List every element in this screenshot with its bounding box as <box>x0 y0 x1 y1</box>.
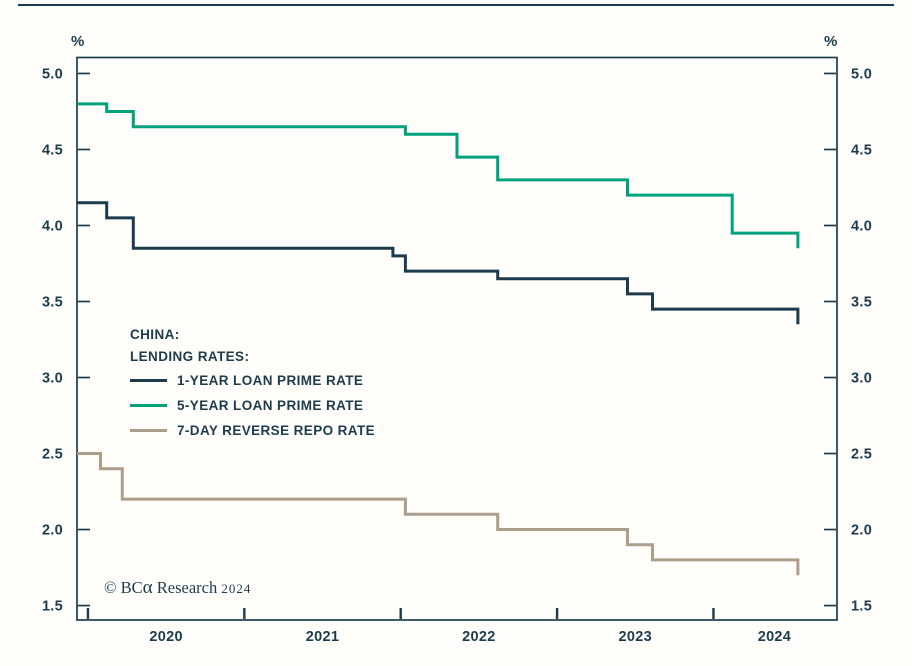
legend-label-1-year-lpr: 1-YEAR LOAN PRIME RATE <box>177 372 364 388</box>
series-line-7-day-reverse-repo-rate <box>77 452 800 576</box>
y-axis-unit-right: % <box>824 33 838 50</box>
bca-alpha-glyph: α <box>142 577 153 598</box>
y-tick-label-left: 4.5 <box>42 142 63 158</box>
y-tick-label-left: 3.0 <box>42 371 63 387</box>
y-tick-label-left: 5.0 <box>42 66 63 82</box>
y-tick-label-right: 2.5 <box>851 447 872 463</box>
y-tick-label-right: 4.0 <box>851 218 872 234</box>
y-tick-label-right: 1.5 <box>851 599 872 615</box>
legend-swatch-1-year-lpr <box>130 379 167 382</box>
plot-border <box>76 56 838 621</box>
y-tick-label-left: 2.5 <box>42 447 63 463</box>
legend-swatch-7-day-repo <box>130 429 167 432</box>
y-tick-label-right: 4.5 <box>851 142 872 158</box>
legend-swatch-5-year-lpr <box>130 404 167 407</box>
y-tick-label-left: 2.0 <box>42 523 63 539</box>
x-tick-label: 2021 <box>306 629 339 645</box>
legend-heading-country: CHINA: <box>130 327 180 342</box>
y-tick-label-left: 4.0 <box>42 218 63 234</box>
y-axis-unit-left: % <box>71 33 85 50</box>
y-tick-label-right: 3.0 <box>851 371 872 387</box>
series-line-1-year-loan-prime-rate <box>77 201 800 325</box>
series-line-5-year-loan-prime-rate <box>77 102 800 249</box>
y-tick-label-right: 2.0 <box>851 523 872 539</box>
x-tick-label: 2022 <box>462 629 495 645</box>
legend-item-1-year-lpr: 1-YEAR LOAN PRIME RATE <box>130 368 375 393</box>
chart-legend: CHINA: LENDING RATES: 1-YEAR LOAN PRIME … <box>130 324 375 443</box>
copyright-suffix: Research <box>152 578 218 597</box>
legend-item-5-year-lpr: 5-YEAR LOAN PRIME RATE <box>130 393 375 418</box>
legend-heading-subject: LENDING RATES: <box>130 349 250 364</box>
copyright-year: 2024 <box>221 581 252 596</box>
x-tick-label: 2020 <box>149 629 182 645</box>
copyright-prefix: © BC <box>104 578 143 597</box>
legend-item-7-day-repo: 7-DAY REVERSE REPO RATE <box>130 418 375 443</box>
x-tick-label: 2024 <box>758 629 791 645</box>
copyright-notice: © BCα Research 2024 <box>104 578 251 598</box>
y-tick-label-left: 3.5 <box>42 295 63 311</box>
y-tick-label-right: 5.0 <box>851 66 872 82</box>
legend-label-5-year-lpr: 5-YEAR LOAN PRIME RATE <box>177 397 364 413</box>
top-rule <box>18 4 894 6</box>
x-tick-label: 2023 <box>619 629 652 645</box>
y-tick-label-right: 3.5 <box>851 295 872 311</box>
legend-label-7-day-repo: 7-DAY REVERSE REPO RATE <box>177 422 376 438</box>
y-tick-label-left: 1.5 <box>42 599 63 615</box>
